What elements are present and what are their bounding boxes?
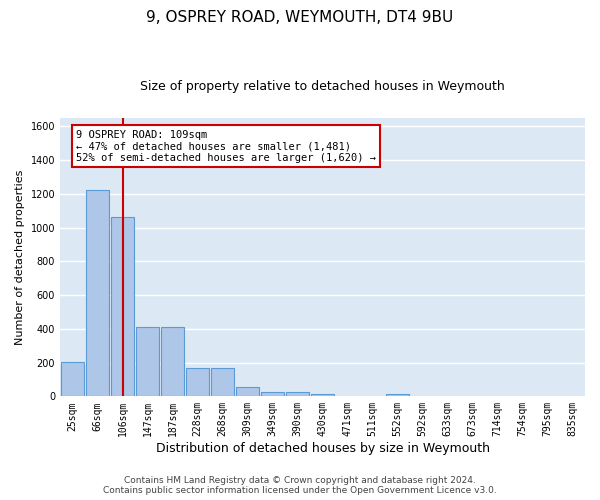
Bar bbox=[111, 216, 134, 396]
Bar bbox=[61, 362, 84, 396]
Bar bbox=[186, 368, 209, 396]
Text: Contains HM Land Registry data © Crown copyright and database right 2024.
Contai: Contains HM Land Registry data © Crown c… bbox=[103, 476, 497, 495]
Title: Size of property relative to detached houses in Weymouth: Size of property relative to detached ho… bbox=[140, 80, 505, 93]
Text: 9 OSPREY ROAD: 109sqm
← 47% of detached houses are smaller (1,481)
52% of semi-d: 9 OSPREY ROAD: 109sqm ← 47% of detached … bbox=[76, 130, 376, 163]
Bar bbox=[86, 190, 109, 396]
Bar bbox=[286, 392, 309, 396]
Bar bbox=[236, 387, 259, 396]
Bar bbox=[311, 394, 334, 396]
X-axis label: Distribution of detached houses by size in Weymouth: Distribution of detached houses by size … bbox=[155, 442, 490, 455]
Text: 9, OSPREY ROAD, WEYMOUTH, DT4 9BU: 9, OSPREY ROAD, WEYMOUTH, DT4 9BU bbox=[146, 10, 454, 25]
Bar bbox=[386, 394, 409, 396]
Bar bbox=[136, 327, 159, 396]
Bar bbox=[261, 392, 284, 396]
Bar bbox=[211, 368, 234, 396]
Bar bbox=[161, 327, 184, 396]
Y-axis label: Number of detached properties: Number of detached properties bbox=[15, 170, 25, 344]
